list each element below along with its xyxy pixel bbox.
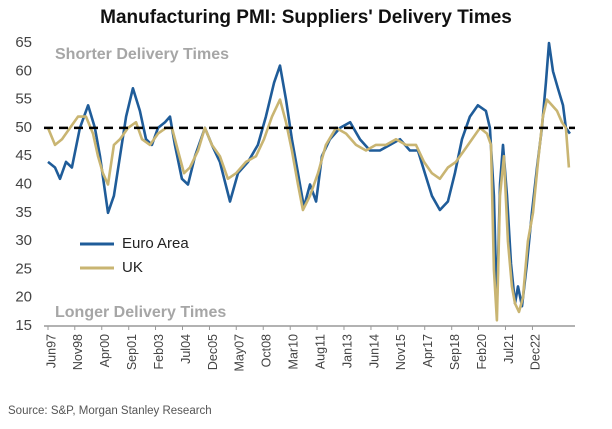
x-tick-label: Apr00 — [98, 334, 112, 367]
y-tick-label: 45 — [15, 147, 32, 164]
x-tick-label: Aug11 — [313, 334, 327, 369]
annotation: Longer Delivery Times — [55, 304, 226, 321]
x-tick-label: Mar10 — [287, 334, 301, 369]
y-tick-label: 65 — [15, 34, 32, 51]
x-tick-label: Dec22 — [529, 334, 543, 370]
x-tick-label: Jun97 — [44, 334, 58, 368]
y-tick-label: 35 — [15, 204, 32, 221]
legend-label: Euro Area — [122, 235, 189, 252]
x-tick-label: Jul04 — [179, 334, 193, 364]
series-line — [47, 41, 571, 311]
x-tick-label: May07 — [233, 334, 247, 372]
y-tick-label: 25 — [15, 260, 32, 277]
y-tick-label: 20 — [15, 289, 32, 306]
x-tick-label: Jun14 — [367, 334, 381, 368]
x-tick-label: Dec05 — [206, 334, 220, 370]
y-tick-label: 40 — [15, 175, 32, 192]
legend-label: UK — [122, 259, 143, 276]
x-tick-label: Oct08 — [260, 334, 274, 367]
y-tick-label: 30 — [15, 232, 32, 249]
x-tick-label: Sep18 — [448, 334, 462, 370]
x-tick-label: Nov98 — [71, 334, 85, 370]
y-tick-label: 55 — [15, 91, 32, 108]
source: Source: S&P, Morgan Stanley Research — [8, 405, 212, 417]
annotation-bg — [52, 45, 237, 65]
x-tick-label: Jul21 — [502, 334, 516, 364]
x-tick-label: Jan13 — [340, 334, 354, 368]
x-tick-label: Nov15 — [394, 334, 408, 370]
chart-title: Manufacturing PMI: Suppliers' Delivery T… — [100, 7, 512, 28]
y-tick-label: 15 — [15, 317, 32, 334]
annotation-bg — [52, 303, 237, 323]
y-tick-label: 60 — [15, 62, 32, 79]
annotation: Shorter Delivery Times — [55, 46, 229, 63]
x-tick-label: Feb20 — [475, 334, 489, 369]
y-tick-label: 50 — [15, 119, 32, 136]
x-tick-label: Feb03 — [152, 334, 166, 369]
x-tick-label: Sep01 — [125, 334, 139, 370]
series-line — [46, 98, 571, 322]
x-tick-label: Apr17 — [421, 334, 435, 367]
